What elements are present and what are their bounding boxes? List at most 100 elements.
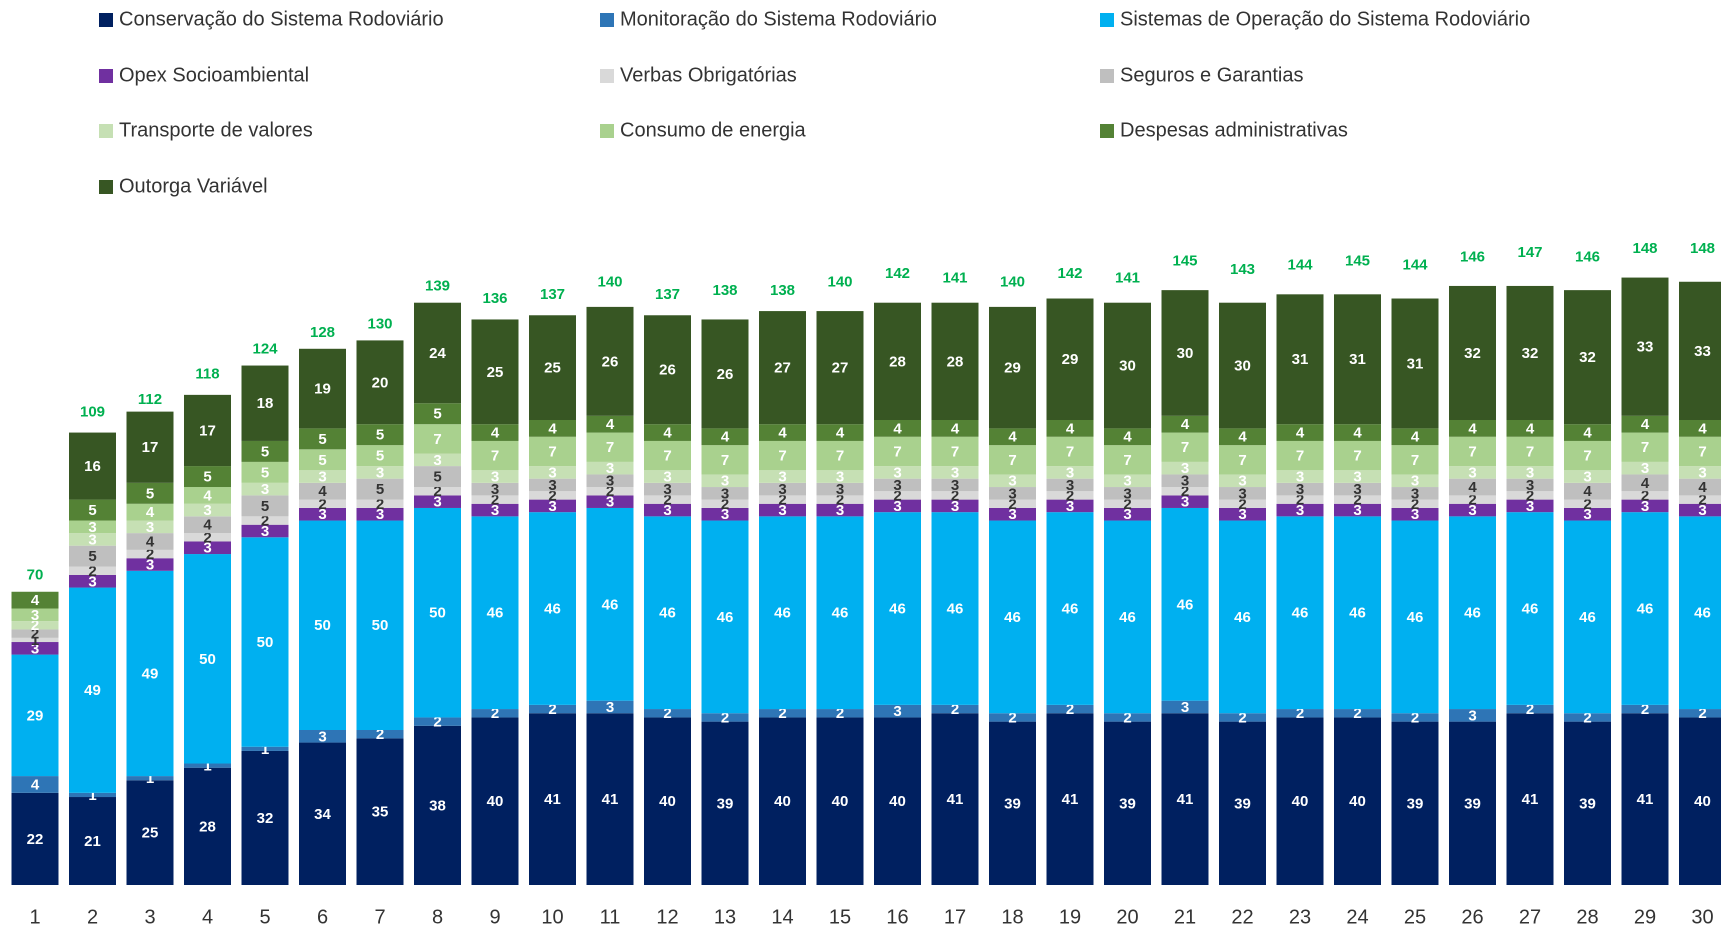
bar-segment xyxy=(1391,721,1439,885)
bar-segment xyxy=(529,420,576,437)
bar-segment xyxy=(816,311,864,425)
segment-label: 7 xyxy=(548,443,556,460)
bar-segment xyxy=(529,466,576,479)
bar-segment xyxy=(241,482,289,496)
segment-label: 32 xyxy=(1579,349,1596,366)
segment-label: 4 xyxy=(778,425,787,442)
segment-label: 46 xyxy=(544,600,561,617)
bar-segment xyxy=(1046,713,1094,885)
x-tick-label: 20 xyxy=(1116,906,1138,928)
bar-segment xyxy=(816,495,864,504)
segment-label: 21 xyxy=(84,833,101,850)
segment-label: 3 xyxy=(1411,473,1419,490)
total-label: 146 xyxy=(1575,248,1600,265)
segment-label: 7 xyxy=(1411,452,1419,469)
bar-segment xyxy=(1679,281,1721,420)
segment-label: 7 xyxy=(1468,443,1476,460)
bar-segment xyxy=(1564,499,1611,508)
bar-segment xyxy=(1161,713,1209,885)
total-label: 137 xyxy=(655,286,680,303)
bar-segment xyxy=(1161,487,1209,496)
bar-segment xyxy=(874,717,921,885)
segment-label: 41 xyxy=(1637,791,1654,808)
segment-label: 46 xyxy=(1407,609,1424,626)
total-label: 141 xyxy=(942,269,967,286)
segment-label: 2 xyxy=(1238,496,1246,513)
segment-label: 1 xyxy=(261,741,269,758)
segment-label: 33 xyxy=(1694,343,1711,360)
total-label: 109 xyxy=(80,403,105,420)
segment-label: 4 xyxy=(1583,483,1592,500)
segment-label: 4 xyxy=(1698,420,1707,437)
bar-segment xyxy=(1161,507,1209,701)
segment-label: 5 xyxy=(318,431,326,448)
bar-segment xyxy=(184,394,231,467)
segment-label: 2 xyxy=(1583,496,1591,513)
bar-segment xyxy=(816,503,864,517)
segment-label: 3 xyxy=(88,531,96,548)
x-tick-label: 18 xyxy=(1001,906,1023,928)
segment-label: 3 xyxy=(663,481,671,498)
bar-segment xyxy=(1621,512,1669,705)
bar-segment xyxy=(11,792,59,885)
total-label: 112 xyxy=(138,391,162,408)
bar-segment xyxy=(931,499,979,513)
segment-label: 2 xyxy=(1296,492,1304,509)
bar-segment xyxy=(69,533,116,546)
segment-label: 2 xyxy=(376,496,384,513)
segment-label: 3 xyxy=(778,502,786,519)
bar-segment xyxy=(1334,717,1381,885)
bar-segment xyxy=(11,621,59,630)
bar-segment xyxy=(356,478,404,500)
segment-label: 4 xyxy=(548,420,557,437)
segment-label: 24 xyxy=(429,345,446,362)
segment-label: 4 xyxy=(1238,429,1247,446)
x-tick-label: 23 xyxy=(1289,906,1311,928)
segment-label: 7 xyxy=(606,439,614,456)
bar-segment xyxy=(874,704,921,718)
segment-label: 7 xyxy=(1238,452,1246,469)
segment-label: 3 xyxy=(1353,469,1361,486)
segment-label: 3 xyxy=(1468,464,1476,481)
total-label: 139 xyxy=(425,278,450,295)
bar-segment xyxy=(759,495,806,504)
bar-segment xyxy=(1046,704,1094,714)
bar-segment xyxy=(69,575,116,588)
x-tick-label: 4 xyxy=(202,906,213,928)
total-label: 143 xyxy=(1230,261,1255,278)
bar-segment xyxy=(1679,709,1721,718)
bar-segment xyxy=(356,499,404,508)
bar-segment xyxy=(1564,520,1611,714)
segment-label: 4 xyxy=(663,425,672,442)
segment-label: 3 xyxy=(721,485,729,502)
segment-label: 2 xyxy=(1641,487,1649,504)
total-label: 148 xyxy=(1632,240,1657,257)
segment-label: 4 xyxy=(1296,425,1305,442)
segment-label: 3 xyxy=(203,502,211,519)
segment-label: 3 xyxy=(1526,477,1534,494)
bar-segment xyxy=(241,495,289,517)
segment-label: 5 xyxy=(376,481,384,498)
segment-label: 3 xyxy=(1411,506,1419,523)
bar-segment xyxy=(1564,290,1611,425)
segment-label: 3 xyxy=(318,469,326,486)
segment-label: 2 xyxy=(1238,709,1246,726)
bar-segment xyxy=(241,537,289,747)
bar-segment xyxy=(1506,491,1554,500)
segment-label: 19 xyxy=(314,381,331,398)
segment-label: 46 xyxy=(1694,605,1711,622)
bar-segment xyxy=(816,709,864,718)
bar-segment xyxy=(414,495,461,508)
x-tick-label: 16 xyxy=(886,906,908,928)
segment-label: 46 xyxy=(1637,600,1654,617)
total-label: 136 xyxy=(482,290,507,307)
bar-segment xyxy=(644,717,691,885)
bar-segment xyxy=(1334,482,1381,496)
segment-label: 2 xyxy=(836,492,844,509)
segment-label: 3 xyxy=(1641,498,1649,515)
bar-segment xyxy=(1219,302,1266,429)
segment-label: 4 xyxy=(721,429,730,446)
bar-segment xyxy=(241,746,289,751)
segment-label: 3 xyxy=(836,469,844,486)
segment-label: 3 xyxy=(606,699,614,716)
